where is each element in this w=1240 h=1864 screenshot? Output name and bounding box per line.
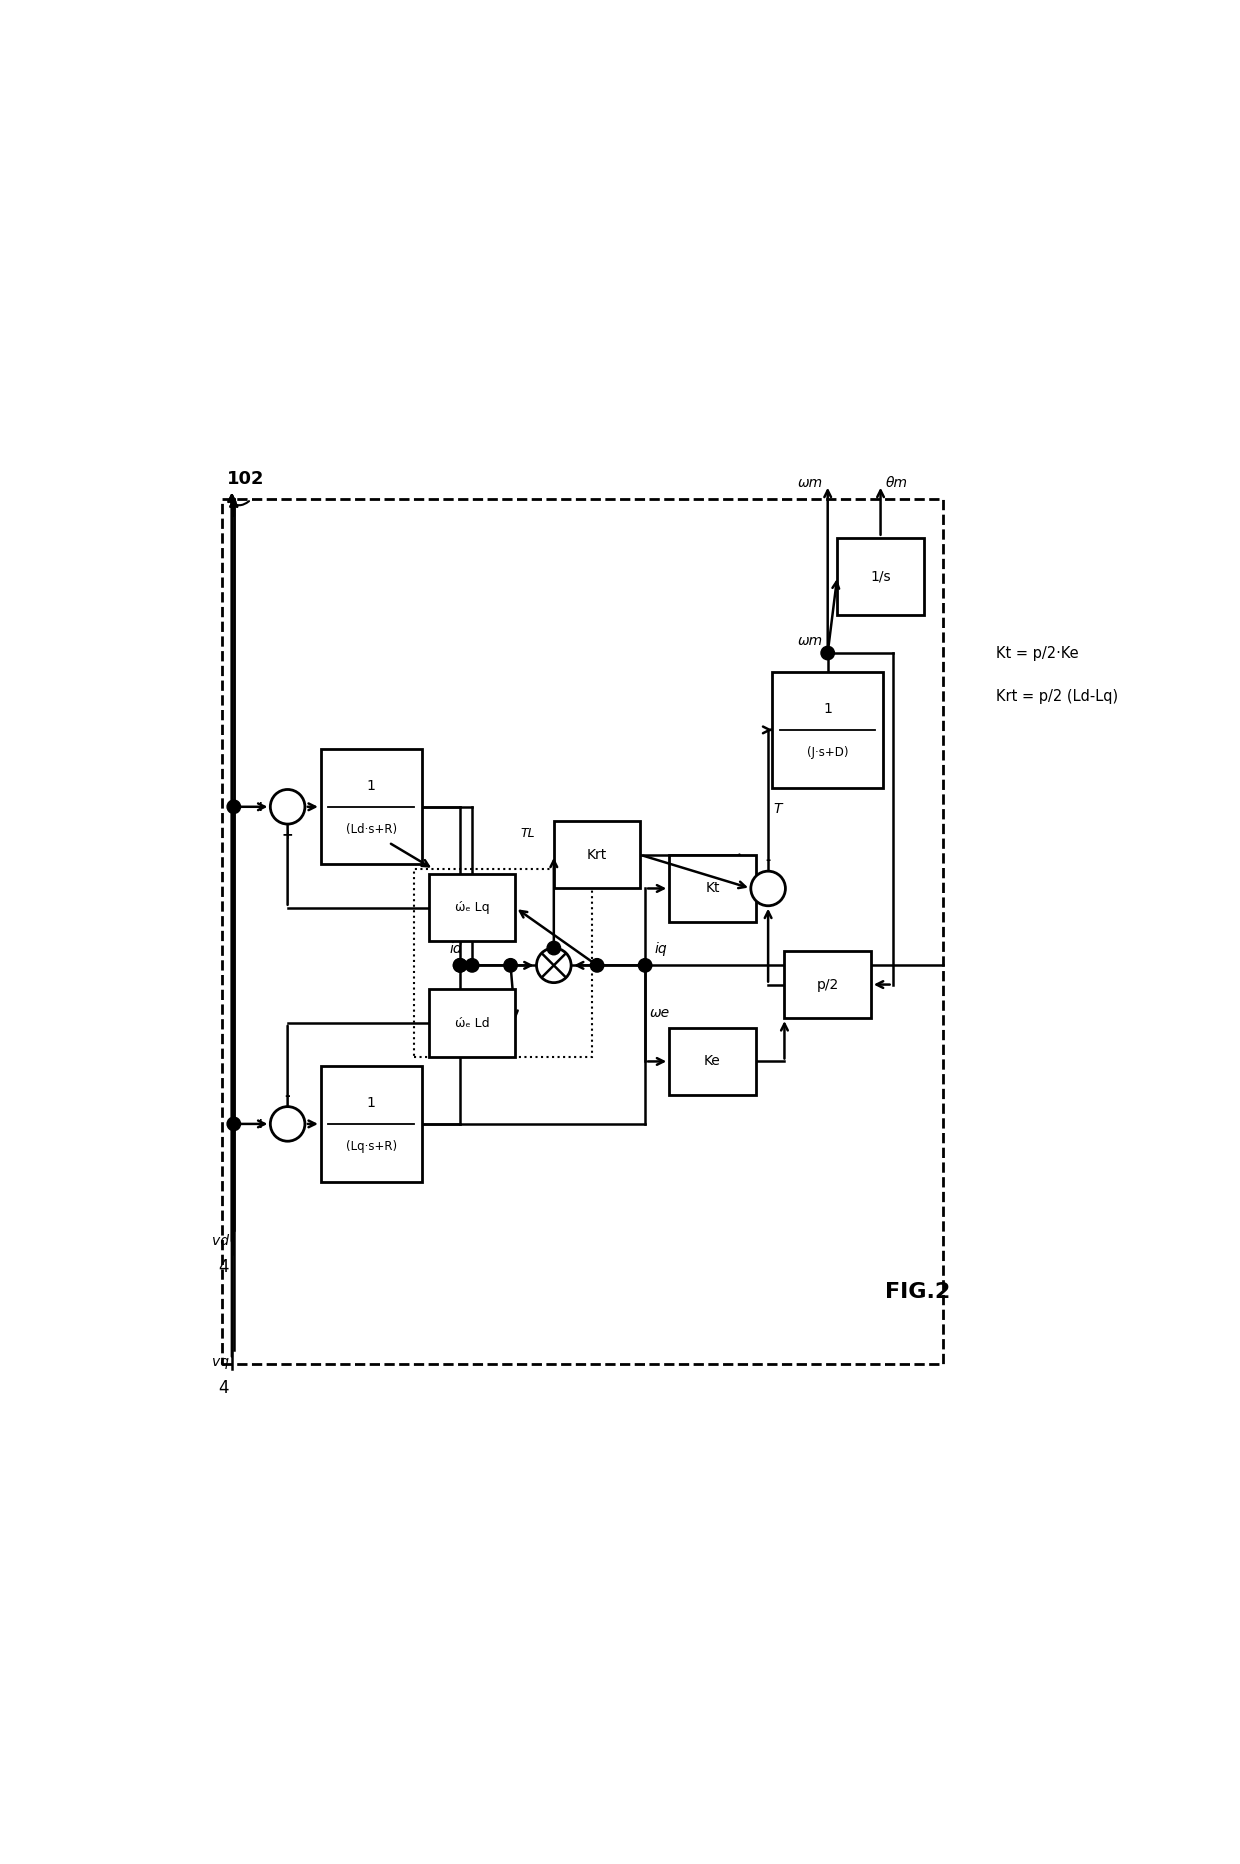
Circle shape <box>590 958 604 971</box>
Text: Kt: Kt <box>706 882 719 895</box>
Text: Ke: Ke <box>704 1055 720 1068</box>
Circle shape <box>454 958 466 971</box>
Bar <box>414 869 593 1057</box>
Circle shape <box>465 958 479 971</box>
Text: ώₑ Lq: ώₑ Lq <box>455 900 490 913</box>
Text: 102: 102 <box>227 470 264 488</box>
Text: +: + <box>255 800 267 815</box>
Bar <box>785 951 870 1018</box>
Text: T: T <box>773 802 781 816</box>
Bar <box>773 673 883 788</box>
Circle shape <box>537 949 572 982</box>
Bar <box>321 749 422 865</box>
Bar <box>554 822 640 889</box>
Text: 1: 1 <box>367 1096 376 1111</box>
Text: FIG.2: FIG.2 <box>885 1282 951 1303</box>
Text: iq: iq <box>655 941 667 956</box>
Bar <box>429 874 516 941</box>
Text: 4: 4 <box>218 1379 229 1396</box>
Text: 1: 1 <box>367 779 376 792</box>
Text: Krt = p/2 (Ld-Lq): Krt = p/2 (Ld-Lq) <box>996 690 1118 705</box>
Text: -: - <box>285 1089 290 1103</box>
Text: p/2: p/2 <box>817 977 838 992</box>
Text: 4: 4 <box>218 1258 229 1277</box>
Text: θm: θm <box>885 475 908 490</box>
Text: +: + <box>281 828 294 843</box>
Text: (J·s+D): (J·s+D) <box>807 746 848 759</box>
Text: (Lq·s+R): (Lq·s+R) <box>346 1141 397 1154</box>
Text: dq-AXIS
INTERFERENCE
COMPONENTS: dq-AXIS INTERFERENCE COMPONENTS <box>324 828 402 861</box>
Circle shape <box>270 1107 305 1141</box>
Bar <box>670 856 755 923</box>
Text: ώₑ Ld: ώₑ Ld <box>455 1016 490 1029</box>
Circle shape <box>227 800 241 813</box>
Text: vd: vd <box>212 1234 229 1249</box>
Bar <box>670 1027 755 1094</box>
Circle shape <box>270 790 305 824</box>
Text: (Ld·s+R): (Ld·s+R) <box>346 824 397 837</box>
Text: +: + <box>737 882 746 895</box>
Text: vq: vq <box>212 1355 229 1368</box>
Text: ωm: ωm <box>797 634 823 649</box>
Circle shape <box>821 647 835 660</box>
Text: 1: 1 <box>823 703 832 716</box>
Text: Kt = p/2·Ke: Kt = p/2·Ke <box>996 645 1079 660</box>
Text: Krt: Krt <box>587 848 608 861</box>
Text: id: id <box>450 941 463 956</box>
Text: TL: TL <box>520 828 534 841</box>
Text: ωm: ωm <box>797 475 823 490</box>
Text: ωe: ωe <box>650 1007 670 1020</box>
Circle shape <box>547 941 560 954</box>
Circle shape <box>639 958 652 971</box>
Bar <box>321 1066 422 1182</box>
Circle shape <box>751 870 785 906</box>
Bar <box>429 990 516 1057</box>
Text: -: - <box>765 854 771 867</box>
Bar <box>222 500 942 1364</box>
Bar <box>837 537 924 615</box>
Circle shape <box>227 1117 241 1131</box>
Text: 1/s: 1/s <box>870 569 890 583</box>
Circle shape <box>454 958 466 971</box>
Circle shape <box>503 958 517 971</box>
Text: +: + <box>255 1117 267 1131</box>
